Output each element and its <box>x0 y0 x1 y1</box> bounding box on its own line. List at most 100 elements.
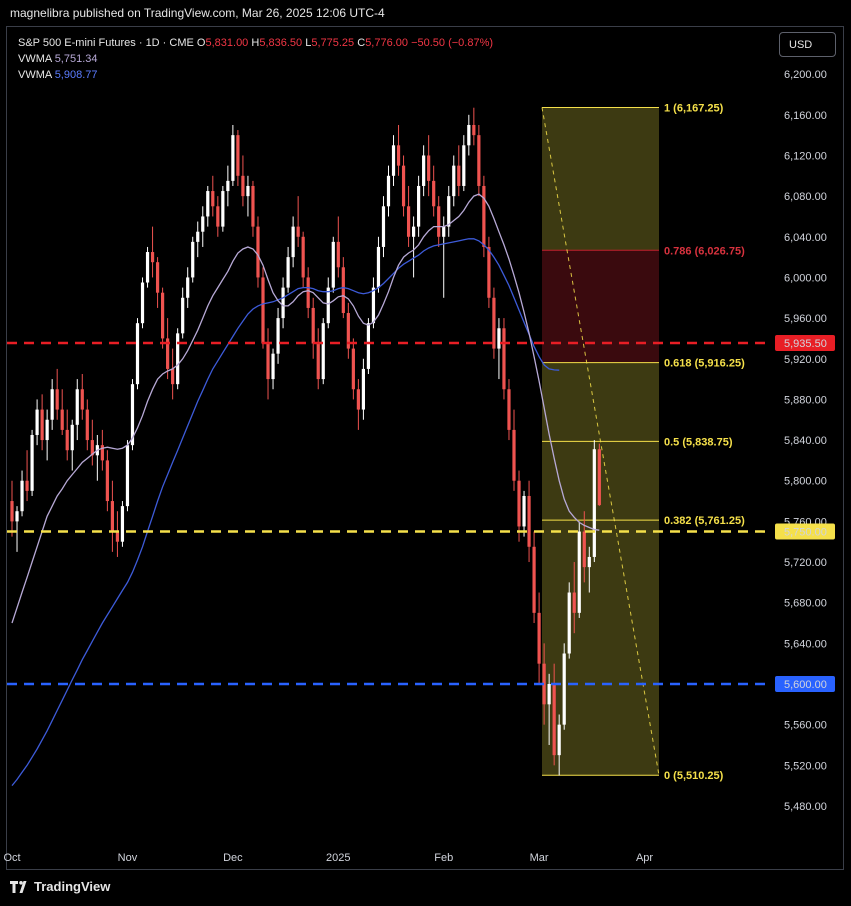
vwma-fast-value: 5,751.34 <box>54 53 98 65</box>
candle-body <box>266 343 270 380</box>
level-price-tag-label: 5,750.00 <box>784 527 827 539</box>
candle-body <box>226 180 230 192</box>
open-label: O <box>196 37 206 49</box>
candle-body <box>181 297 185 334</box>
candle-body <box>276 318 280 354</box>
candle-body <box>527 495 531 547</box>
candle-body <box>246 185 250 197</box>
candle-body <box>391 145 396 176</box>
candle-body <box>376 246 381 288</box>
y-tick-label: 5,960.00 <box>784 313 827 325</box>
fib-level-label: 0.618 (5,916.25) <box>664 358 745 370</box>
candle-body <box>25 480 29 491</box>
candle-body <box>55 389 59 410</box>
candle-body <box>326 287 330 324</box>
y-tick-label: 5,920.00 <box>784 354 827 366</box>
candle-body <box>231 135 235 181</box>
candle-body <box>125 445 130 507</box>
level-price-tag <box>775 335 835 351</box>
y-tick-label: 5,560.00 <box>784 720 827 732</box>
tradingview-logo-icon <box>10 880 27 893</box>
candle-body <box>381 206 386 247</box>
y-tick-label: 5,640.00 <box>784 638 827 650</box>
fib-red-zone <box>542 250 659 363</box>
candle-body <box>140 282 145 324</box>
candle-body <box>371 287 376 324</box>
legend-vwma-slow-row[interactable]: VWMA 5,908.77 <box>18 67 493 83</box>
candle-body <box>401 165 406 207</box>
symbol-legend: S&P 500 E-mini Futures · 1D · CME O5,831… <box>18 35 493 83</box>
candle-body <box>145 252 150 283</box>
y-tick-label: 5,480.00 <box>784 801 827 813</box>
candle-body <box>517 480 521 527</box>
vwma-slow-value: 5,908.77 <box>54 69 98 81</box>
candle-body <box>477 135 481 186</box>
candle-body <box>40 409 44 441</box>
candle-body <box>417 185 421 227</box>
candle-body <box>482 185 486 247</box>
candles-group <box>10 107 601 776</box>
candle-body <box>437 206 441 237</box>
candle-body <box>502 328 506 390</box>
candle-body <box>406 206 411 237</box>
candle-body <box>537 612 541 664</box>
fib-level-label: 0 (5,510.25) <box>664 770 724 782</box>
tradingview-brand[interactable]: TradingView <box>10 879 110 894</box>
candle-body <box>587 556 591 568</box>
candle-body <box>296 226 300 237</box>
chart-frame[interactable] <box>6 26 844 870</box>
candle-body <box>467 124 471 146</box>
x-tick-label: 2025 <box>326 852 350 864</box>
candle-body <box>161 292 165 339</box>
y-tick-label: 5,800.00 <box>784 476 827 488</box>
candle-body <box>582 531 586 568</box>
low-value: 5,775.25 <box>311 37 355 49</box>
candle-body <box>261 277 265 344</box>
candle-body <box>331 241 335 288</box>
open-value: 5,831.00 <box>205 37 249 49</box>
y-tick-label: 6,000.00 <box>784 272 827 284</box>
candle-body <box>336 241 340 268</box>
candle-body <box>120 506 125 542</box>
candle-body <box>562 653 566 725</box>
x-tick-label: Nov <box>118 852 138 864</box>
close-label: C <box>357 37 366 49</box>
candle-body <box>412 226 416 237</box>
candle-body <box>135 323 140 385</box>
currency-button[interactable]: USD <box>779 32 836 57</box>
candle-body <box>542 663 546 705</box>
candle-body <box>567 592 571 654</box>
candle-body <box>271 353 275 380</box>
y-tick-label: 6,040.00 <box>784 232 827 244</box>
legend-vwma-fast-row[interactable]: VWMA 5,751.34 <box>18 51 493 67</box>
y-tick-label: 5,680.00 <box>784 598 827 610</box>
candle-body <box>301 236 305 278</box>
vwma-slow-line <box>11 238 560 787</box>
candle-body <box>592 449 596 557</box>
candle-body <box>306 277 310 308</box>
x-tick-label: Feb <box>434 852 453 864</box>
candle-body <box>221 191 225 227</box>
y-tick-label: 6,080.00 <box>784 191 827 203</box>
symbol-name[interactable]: S&P 500 E-mini Futures · 1D · CME <box>18 37 194 49</box>
candle-body <box>206 191 210 217</box>
candle-body <box>597 449 601 506</box>
candle-body <box>201 216 205 232</box>
close-value: 5,776.00 <box>365 37 409 49</box>
fib-trend-line <box>541 107 660 776</box>
candle-body <box>50 389 54 420</box>
candle-body <box>20 480 24 512</box>
x-tick-label: Apr <box>636 852 653 864</box>
candle-body <box>281 287 285 319</box>
candle-body <box>105 460 109 502</box>
candle-body <box>171 368 175 385</box>
y-tick-label: 5,880.00 <box>784 394 827 406</box>
candle-body <box>110 501 114 532</box>
candle-body <box>186 277 190 298</box>
fib-level-label: 0.5 (5,838.75) <box>664 436 733 448</box>
candle-body <box>130 384 135 446</box>
candle-body <box>85 409 89 441</box>
fib-level-label: 0.786 (6,026.75) <box>664 245 745 257</box>
candle-body <box>472 124 476 136</box>
